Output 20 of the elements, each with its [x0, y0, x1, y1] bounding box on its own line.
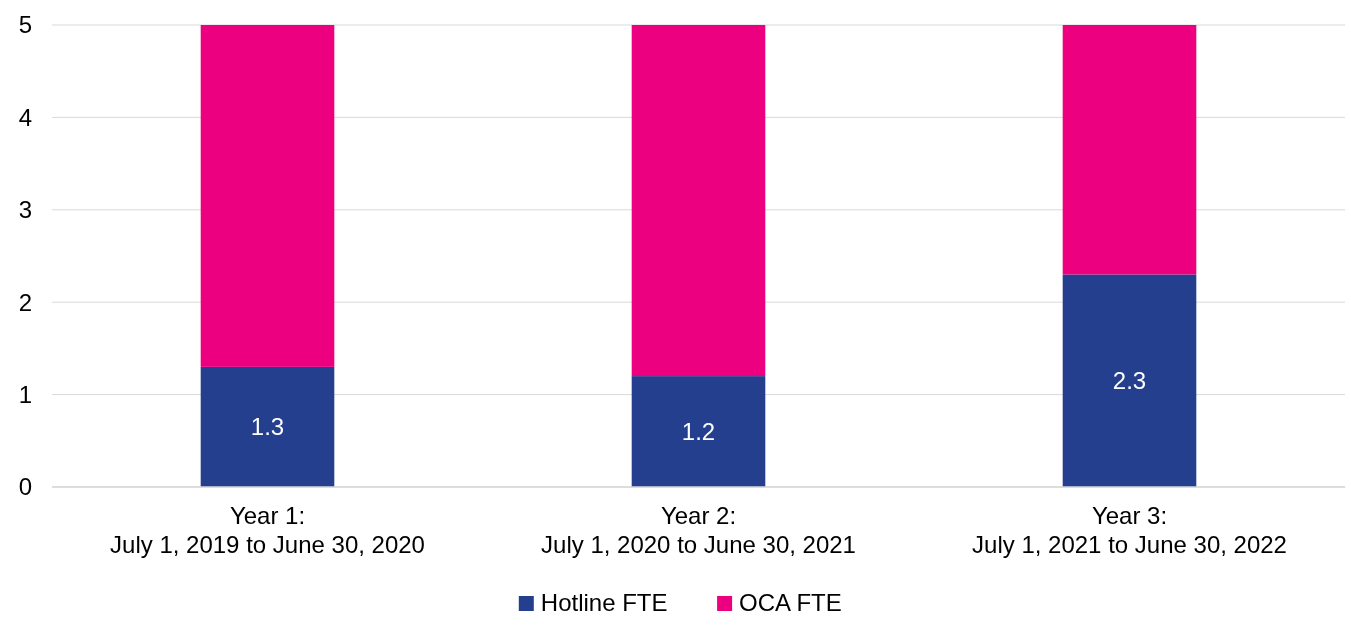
x-tick-label: Year 3: July 1, 2021 to June 30, 2022: [972, 502, 1287, 558]
legend-label: OCA FTE: [739, 589, 842, 616]
y-tick-label: 0: [18, 473, 32, 501]
bar: [631, 376, 766, 487]
y-tick-label: 5: [18, 11, 32, 39]
bar: [631, 25, 766, 377]
data-label: 2.3: [1112, 367, 1147, 395]
bar: [1062, 25, 1197, 275]
bar: [1062, 274, 1197, 487]
y-tick-label: 2: [18, 288, 32, 316]
data-label: 1.2: [681, 417, 716, 445]
legend-label: Hotline FTE: [540, 589, 668, 616]
bar: [200, 25, 335, 367]
y-tick-label: 4: [18, 103, 32, 131]
y-tick-label: 3: [18, 196, 32, 224]
data-label: 1.3: [250, 413, 285, 441]
y-tick-label: 1: [18, 381, 32, 408]
bar: [200, 366, 335, 487]
x-tick-label: Year 1: July 1, 2019 to June 30, 2020: [110, 502, 425, 558]
x-tick-label: Year 2: July 1, 2020 to June 30, 2021: [541, 502, 856, 558]
